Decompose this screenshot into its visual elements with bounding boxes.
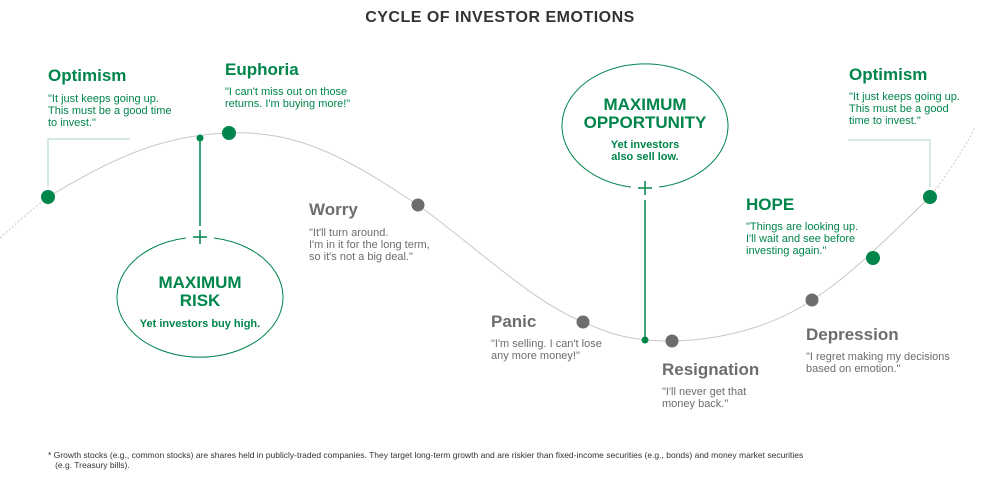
curve-lead-in — [0, 196, 49, 239]
optimism-dot — [41, 190, 55, 204]
stage-hope-label: HOPE — [746, 195, 795, 214]
resignation-dot — [665, 334, 679, 348]
stage-optimism-label: Optimism — [48, 66, 127, 85]
max-risk-plus-icon — [193, 230, 207, 244]
diagram-title: CYCLE OF INVESTOR EMOTIONS — [365, 9, 635, 26]
stage-panic-quote: "I'm selling. I can't lose any more mone… — [491, 338, 602, 362]
stage-euphoria-quote: "I can't miss out on those returns. I'm … — [225, 86, 351, 110]
hope-dot — [866, 251, 880, 265]
curve-lead-out — [929, 127, 976, 198]
stage-panic-label: Panic — [491, 312, 537, 331]
euphoria-dot — [222, 126, 236, 140]
max-risk-subtitle: Yet investors buy high. — [139, 318, 261, 330]
depression-dot — [805, 293, 819, 307]
optimism-connector-right — [848, 139, 931, 187]
panic-dot — [576, 315, 590, 329]
stage-hope-quote: "Things are looking up. I'll wait and se… — [746, 221, 859, 257]
optimism-connector-left — [47, 138, 130, 187]
stage-resignation-quote: "I'll never get that money back." — [662, 386, 747, 410]
max-risk-ellipse — [116, 237, 284, 358]
max-opportunity-subtitle: Yet investors also sell low. — [610, 139, 680, 163]
stage-optimism-return-quote: "It just keeps going up. This must be a … — [849, 91, 960, 127]
max-opportunity-title: MAXIMUM OPPORTUNITY — [583, 95, 707, 132]
stage-worry-quote: "It'll turn around. I'm in it for the lo… — [309, 227, 430, 263]
max-risk-title: MAXIMUM RISK — [158, 273, 242, 310]
max-opportunity-plus-icon — [638, 181, 652, 195]
worry-dot — [411, 198, 425, 212]
footnote: * Growth stocks (e.g., common stocks) ar… — [48, 450, 804, 470]
stage-optimism-quote: "It just keeps going up. This must be a … — [48, 93, 172, 129]
max-opportunity-trough-marker — [641, 336, 649, 344]
stage-optimism-return-label: Optimism — [849, 65, 928, 84]
stage-worry-label: Worry — [309, 200, 358, 219]
max-risk-peak-marker — [196, 134, 204, 142]
stage-euphoria-label: Euphoria — [225, 60, 299, 79]
stage-depression-label: Depression — [806, 325, 899, 344]
optimism-return-dot — [923, 190, 937, 204]
stage-depression-quote: "I regret making my decisions based on e… — [806, 351, 950, 375]
stage-resignation-label: Resignation — [662, 360, 760, 379]
max-opportunity-ellipse — [561, 63, 729, 188]
